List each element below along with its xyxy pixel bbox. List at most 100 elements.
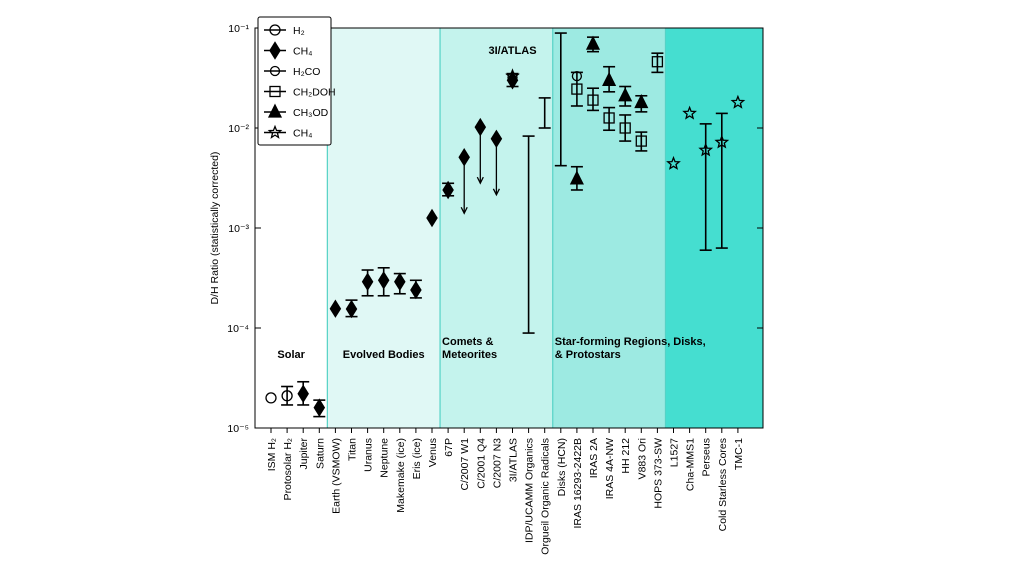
error-bar xyxy=(587,87,599,112)
region xyxy=(327,28,441,428)
error-bar xyxy=(603,106,616,132)
x-tick-label: HOPS 373-SW xyxy=(652,438,664,509)
legend-label: CH₂DOH xyxy=(293,87,336,99)
marker xyxy=(458,148,470,167)
y-tick-label: 10⁻¹ xyxy=(228,23,249,35)
marker xyxy=(619,122,631,134)
marker xyxy=(267,124,283,139)
marker xyxy=(269,41,281,60)
region-label: Star-forming Regions, Disks, xyxy=(555,336,706,348)
marker xyxy=(635,135,647,147)
region-label: Solar xyxy=(277,349,305,361)
upper-limit-arrow xyxy=(460,157,468,215)
x-tick-label: ISM H₂ xyxy=(266,438,278,471)
x-tick-label: IDP/UCAMM Organics xyxy=(524,438,536,543)
marker xyxy=(603,112,615,124)
x-tick-label: Makemake (ice) xyxy=(395,438,407,513)
error-bar xyxy=(522,135,535,334)
x-tick-label: Orgueil Organic Radicals xyxy=(540,438,552,555)
marker xyxy=(651,56,664,68)
marker xyxy=(313,398,326,417)
marker xyxy=(297,384,309,403)
legend-label: H₂CO xyxy=(293,66,320,78)
x-tick-label: 67P xyxy=(443,438,455,457)
annotation: 3I/ATLAS xyxy=(488,45,536,57)
marker xyxy=(571,83,583,95)
x-tick-label: V883 Ori xyxy=(636,438,648,479)
x-tick-label: Cold Starless Cores xyxy=(717,438,729,531)
x-tick-label: 3I/ATLAS xyxy=(508,438,520,482)
marker xyxy=(634,94,649,109)
upper-limit-arrow xyxy=(476,127,484,185)
x-tick-label: Protosolar H₂ xyxy=(282,438,294,500)
marker xyxy=(505,68,520,83)
error-bar xyxy=(538,97,551,129)
marker xyxy=(361,272,374,291)
marker xyxy=(267,103,283,118)
marker xyxy=(269,85,281,98)
marker xyxy=(507,72,518,83)
x-tick-label: Saturn xyxy=(314,438,326,469)
marker xyxy=(394,272,406,291)
x-tick-label: Venus xyxy=(427,438,439,467)
error-bar xyxy=(554,32,567,167)
error-bar xyxy=(619,114,632,142)
legend-label: H₂ xyxy=(293,25,305,37)
marker xyxy=(265,392,277,404)
region-label: & Protostars xyxy=(555,349,621,361)
marker xyxy=(618,87,633,102)
y-tick-label: 10⁻² xyxy=(228,123,249,135)
marker xyxy=(666,155,681,170)
marker xyxy=(602,71,617,86)
arrow-head xyxy=(492,188,500,197)
marker xyxy=(698,142,714,157)
x-tick-label: Jupiter xyxy=(298,437,310,469)
x-tick-label: HH 212 xyxy=(620,438,632,474)
legend-label: CH₄ xyxy=(293,46,312,58)
x-tick-label: Disks (HCN) xyxy=(556,438,568,496)
x-tick-label: IRAS 16293-2422B xyxy=(572,438,584,528)
x-tick-label: C/2007 N3 xyxy=(491,438,503,488)
marker xyxy=(682,105,697,120)
x-tick-label: Perseus xyxy=(701,438,713,477)
marker xyxy=(587,94,599,106)
x-tick-label: Cha-MMS1 xyxy=(685,438,697,491)
marker xyxy=(377,271,390,290)
marker xyxy=(281,390,293,402)
marker xyxy=(730,94,746,109)
x-tick-label: Uranus xyxy=(363,438,375,472)
region-label: Evolved Bodies xyxy=(343,349,425,361)
arrow-head xyxy=(460,206,468,215)
x-tick-label: C/2007 W1 xyxy=(459,438,471,491)
error-bar xyxy=(281,385,294,406)
marker xyxy=(426,208,438,228)
region xyxy=(665,28,763,428)
y-tick-label: 10⁻³ xyxy=(228,223,249,235)
x-tick-label: C/2001 Q4 xyxy=(475,438,487,489)
y-tick-label: 10⁻⁴ xyxy=(227,323,249,335)
marker xyxy=(714,134,730,149)
marker xyxy=(345,299,358,319)
upper-limit-arrow xyxy=(492,138,500,197)
region-label: Meteorites xyxy=(442,349,497,361)
y-tick-label: 10⁻⁵ xyxy=(227,423,249,435)
marker xyxy=(442,180,454,200)
marker xyxy=(269,24,281,36)
legend-label: CH₃OD xyxy=(293,107,329,119)
marker xyxy=(474,117,487,137)
x-tick-label: IRAS 2A xyxy=(588,438,600,478)
x-tick-label: L1527 xyxy=(669,438,681,467)
marker xyxy=(490,129,503,149)
error-bar xyxy=(570,71,583,107)
region-label: Comets & xyxy=(442,336,493,348)
x-tick-label: Eris (ice) xyxy=(411,438,423,479)
marker xyxy=(329,299,342,318)
x-tick-label: Titan xyxy=(347,438,359,461)
legend: H₂ CH₄ H₂CO CH₂DOH CH₃OD CH₄ xyxy=(257,16,336,146)
legend-label: CH₄ xyxy=(293,128,312,140)
x-tick-label: Neptune xyxy=(379,438,391,478)
y-axis-label: D/H Ratio (statistically corrected) xyxy=(209,152,221,305)
marker xyxy=(410,280,422,300)
